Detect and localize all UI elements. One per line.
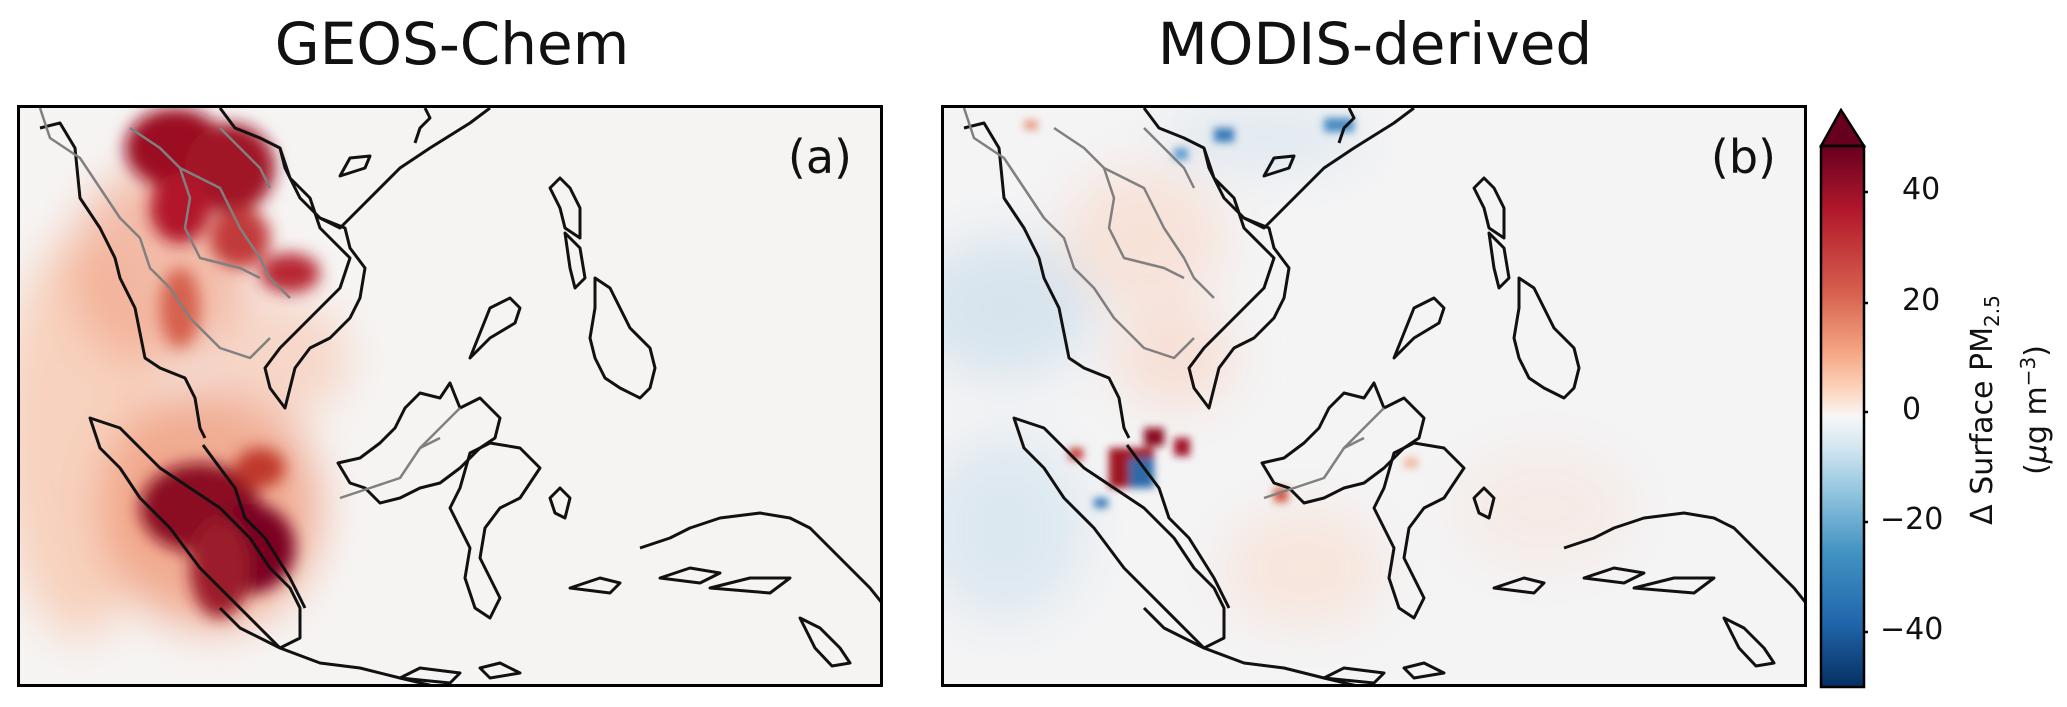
panel-a-label: (a)	[787, 130, 852, 184]
colorbar-units-close: )	[2019, 345, 2054, 357]
map-modis-derived	[944, 108, 1804, 684]
colorbar-tick-label: 40	[1902, 172, 1941, 207]
colorbar-units-rest: g m	[2019, 386, 2054, 445]
colorbar-extend-arrow	[1818, 108, 1867, 148]
colorbar-ticks	[1864, 190, 1868, 634]
map-panel-modis-derived: (b)	[941, 105, 1807, 687]
colorbar-tick-label: −40	[1880, 612, 1944, 647]
panel-a-title: GEOS-Chem	[274, 10, 630, 78]
panel-b-title: MODIS-derived	[1157, 10, 1593, 78]
map-panel-geos-chem: (a)	[17, 105, 883, 687]
coastlines	[963, 108, 1804, 684]
colorbar	[1818, 108, 1868, 689]
colorbar-gradient	[1819, 144, 1866, 689]
country-borders	[962, 108, 1385, 500]
colorbar-title: Δ Surface PM2.5 (μg m−3)	[1965, 295, 2055, 525]
panel-b-label: (b)	[1710, 130, 1776, 184]
colorbar-units-open: (	[2019, 463, 2054, 475]
colorbar-tick-label: −20	[1880, 502, 1944, 537]
colorbar-label-sub: 2.5	[1980, 295, 2004, 327]
pm25-difference-field	[944, 108, 1634, 628]
country-borders	[38, 108, 461, 500]
map-geos-chem	[20, 108, 880, 684]
colorbar-tick-label: 0	[1902, 392, 1922, 427]
colorbar-units-sup: −3	[2016, 356, 2040, 387]
colorbar-tick-label: 20	[1902, 283, 1941, 318]
colorbar-units-mu: μ	[2019, 444, 2054, 464]
colorbar-label-main: Δ Surface PM	[1965, 326, 2000, 525]
